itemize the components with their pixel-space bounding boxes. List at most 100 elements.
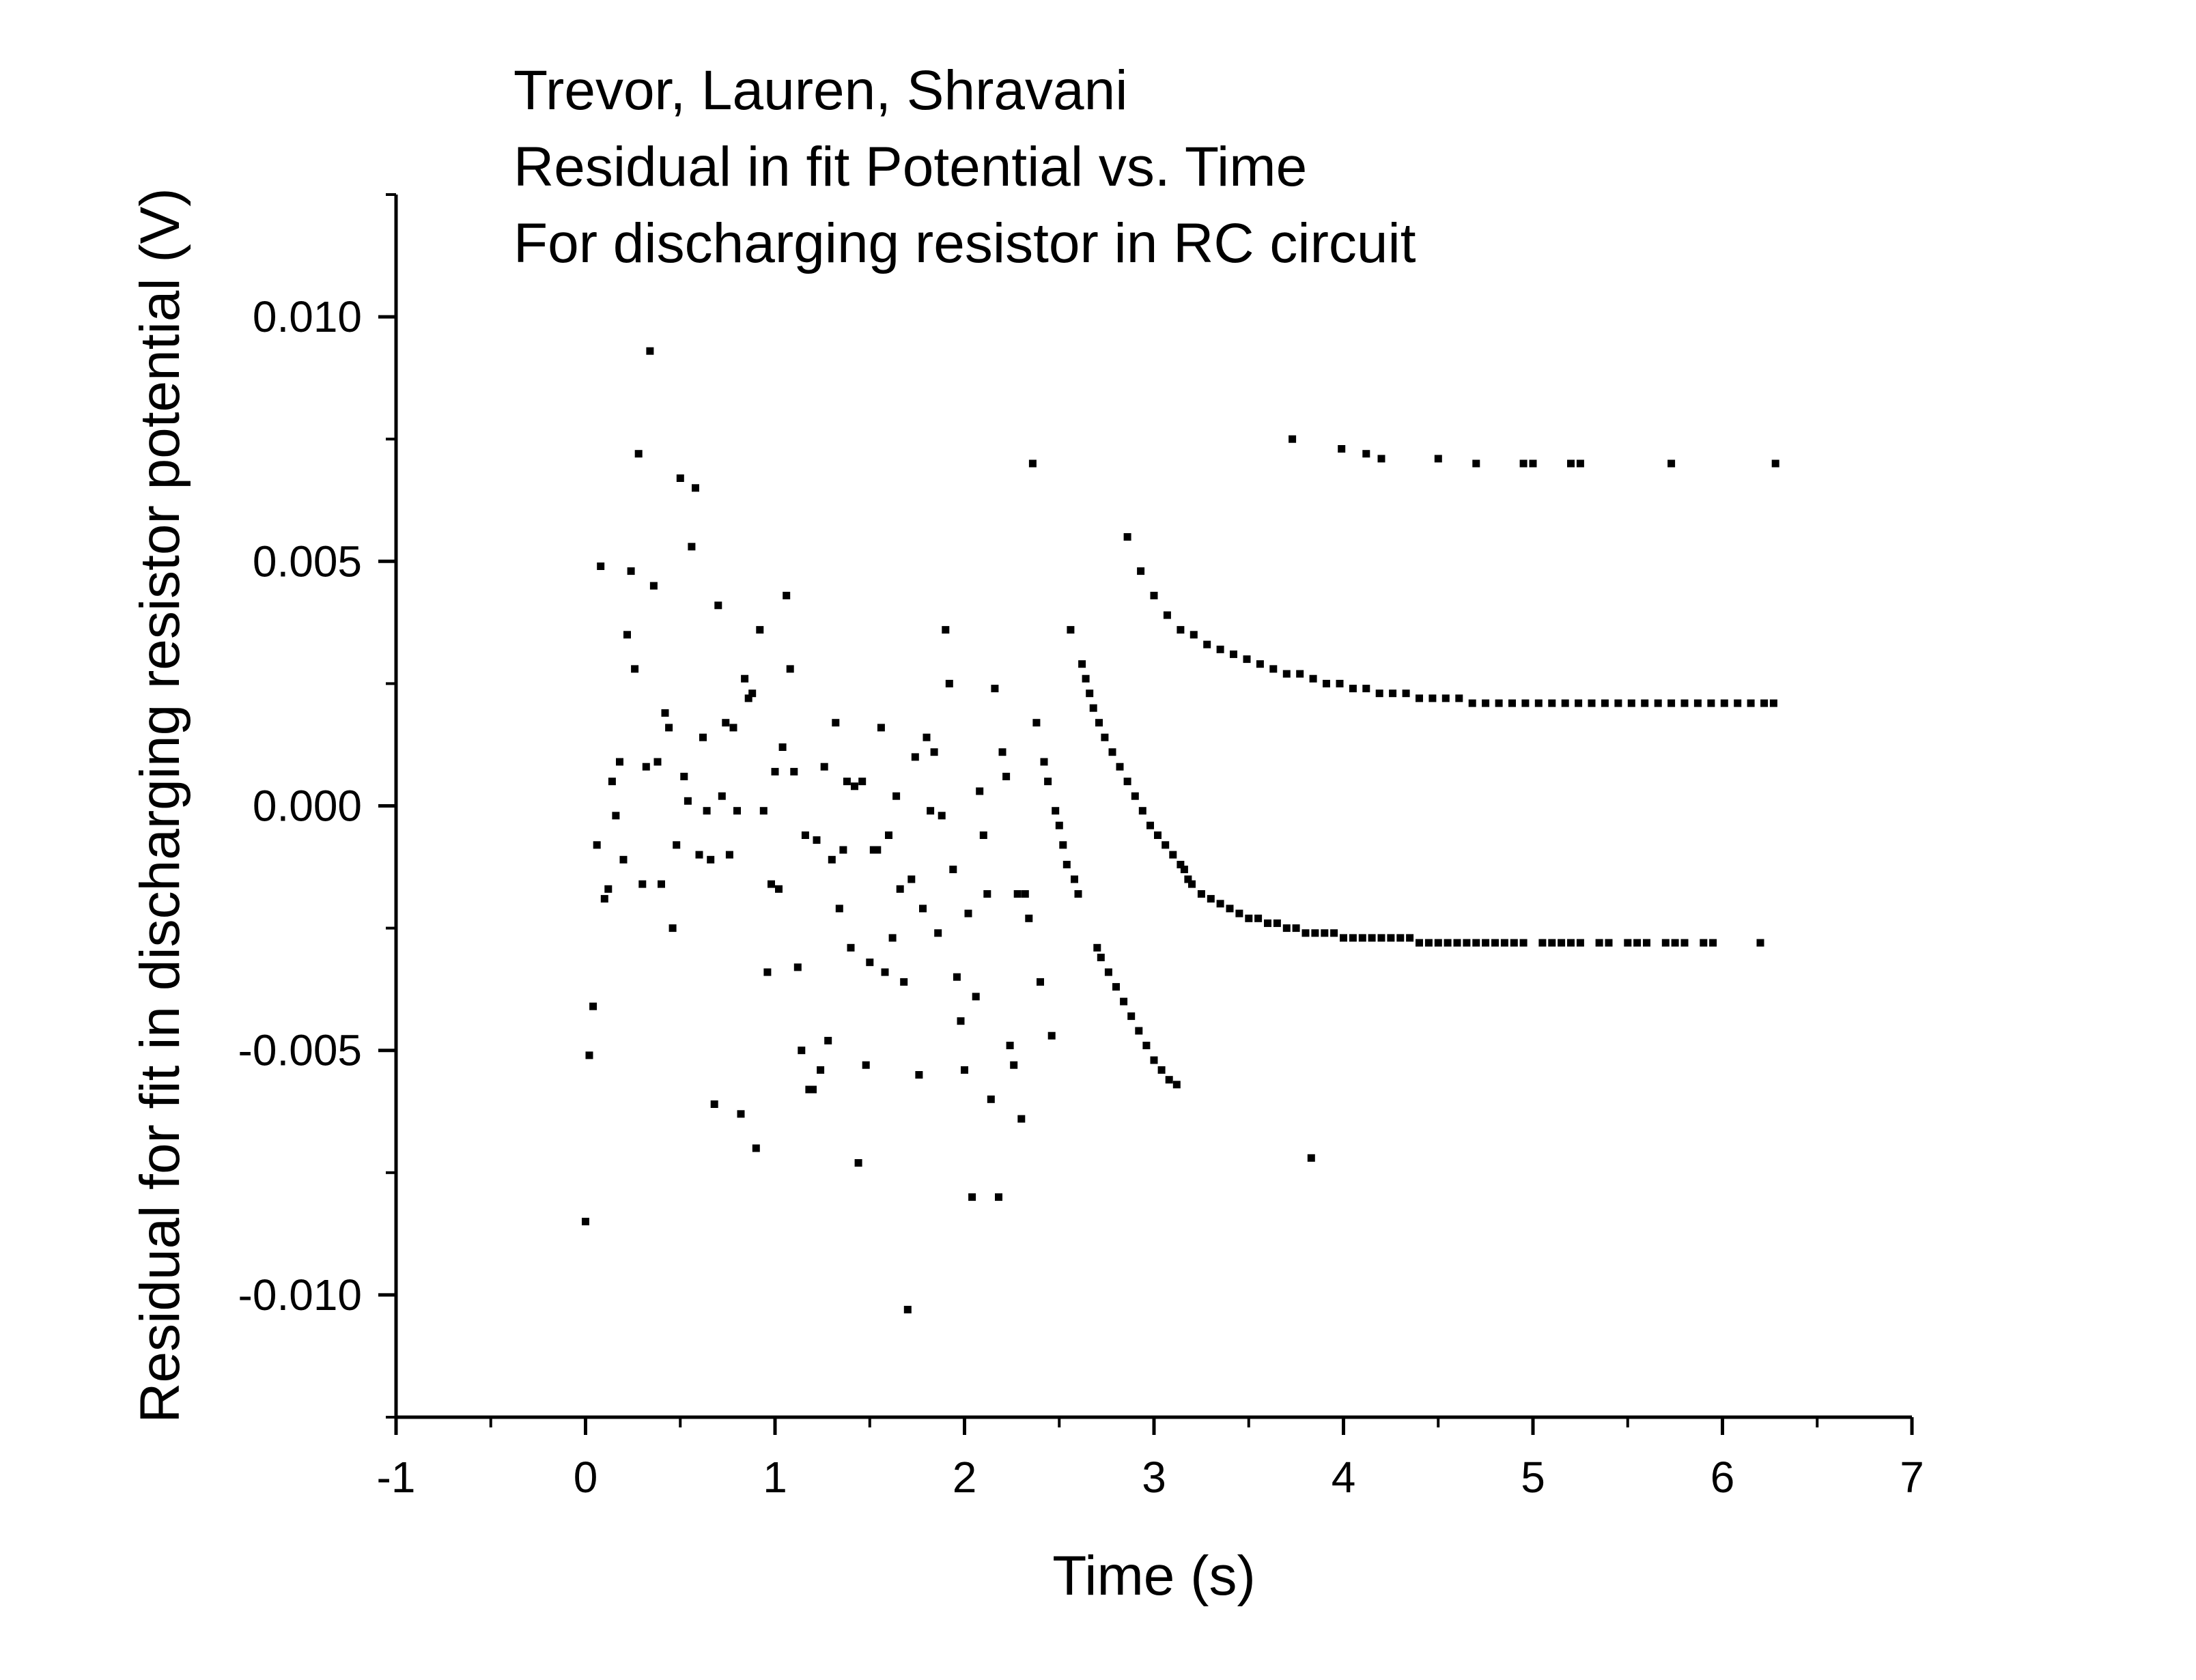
data-point (1254, 914, 1263, 922)
data-point (968, 1193, 976, 1201)
data-point (1013, 890, 1022, 898)
data-point (858, 778, 867, 786)
data-point (752, 1144, 760, 1152)
data-point (1434, 455, 1442, 463)
x-tick-label: 6 (1711, 1453, 1735, 1502)
data-point (1154, 831, 1162, 839)
data-point (1025, 914, 1033, 922)
data-point (1482, 939, 1490, 947)
data-point (1157, 1066, 1166, 1074)
data-point (1028, 459, 1037, 468)
data-point (1406, 934, 1414, 942)
data-point (638, 880, 647, 888)
data-point (1349, 934, 1357, 942)
data-point (1116, 763, 1124, 771)
data-point (1282, 924, 1291, 932)
data-point (930, 748, 938, 756)
data-point (987, 1095, 995, 1103)
data-point (979, 831, 987, 839)
data-point (1453, 939, 1461, 947)
data-point (1747, 699, 1755, 707)
data-point (741, 674, 749, 683)
data-point (934, 929, 942, 937)
data-point (1256, 660, 1264, 668)
data-point (1040, 758, 1048, 766)
data-point (896, 885, 904, 893)
data-point (1548, 939, 1556, 947)
y-tick-label: 0.000 (253, 782, 362, 831)
data-point (695, 851, 703, 859)
data-point (665, 724, 673, 732)
data-point (1180, 866, 1188, 874)
data-point (612, 812, 620, 820)
data-point (1032, 719, 1041, 727)
data-point (1734, 699, 1742, 707)
data-point (1707, 699, 1715, 707)
data-point (733, 807, 741, 815)
data-point (798, 1047, 806, 1055)
data-point (649, 582, 658, 590)
data-point (1416, 694, 1423, 702)
data-point (684, 797, 692, 805)
data-point (714, 601, 722, 610)
data-point (991, 685, 999, 693)
data-point (976, 787, 984, 795)
data-point (1643, 939, 1650, 947)
data-point (1567, 459, 1575, 468)
data-point (737, 1110, 745, 1118)
data-point (1273, 919, 1281, 927)
data-point (1521, 699, 1530, 707)
axes (394, 195, 1912, 1419)
data-point (817, 1066, 825, 1074)
data-point (1052, 807, 1060, 815)
data-point (866, 958, 874, 967)
data-point (1165, 1076, 1173, 1084)
data-point (1771, 459, 1779, 468)
data-point (582, 1217, 589, 1225)
data-point (1641, 699, 1649, 707)
data-point (832, 719, 840, 727)
data-point (1441, 694, 1450, 702)
data-point (1127, 1012, 1136, 1021)
data-point (1243, 655, 1251, 664)
data-point (1044, 778, 1052, 786)
data-point (646, 347, 654, 355)
data-point (1667, 459, 1676, 468)
data-point (809, 1085, 817, 1094)
x-axis-label: Time (s) (1052, 1545, 1256, 1607)
data-point (923, 733, 931, 741)
data-point (1093, 943, 1101, 952)
data-point (748, 689, 757, 698)
data-point (688, 543, 696, 551)
title-line-2: Residual in fit Potential vs. Time (513, 136, 1307, 198)
data-point (903, 1305, 912, 1313)
data-point (1309, 674, 1317, 683)
data-point (1416, 939, 1423, 947)
data-point (1330, 929, 1338, 937)
data-point (1010, 1061, 1018, 1069)
data-point (793, 963, 802, 971)
data-point (1595, 939, 1603, 947)
data-point (775, 885, 783, 893)
data-point (1693, 699, 1702, 707)
data-point (1162, 841, 1170, 849)
data-point (1017, 1115, 1026, 1123)
data-point (756, 626, 764, 634)
data-point (1071, 875, 1078, 883)
data-point (1047, 1031, 1056, 1040)
data-point (653, 758, 662, 766)
data-point (1097, 954, 1105, 962)
data-point (885, 831, 892, 839)
data-point (945, 679, 953, 687)
data-point (1389, 689, 1397, 698)
data-point (1177, 626, 1185, 634)
data-point (634, 450, 643, 458)
data-point (1491, 939, 1499, 947)
data-point (676, 474, 684, 482)
data-point (1055, 821, 1063, 829)
data-point (1006, 1042, 1014, 1049)
data-point (585, 1051, 593, 1059)
data-point (1377, 455, 1385, 463)
data-point (873, 846, 882, 854)
data-point (786, 665, 794, 673)
